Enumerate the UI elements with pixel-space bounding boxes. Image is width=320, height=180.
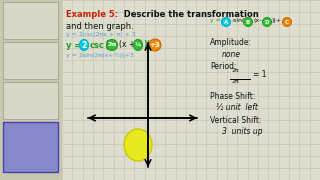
Bar xyxy=(62,0,320,180)
Bar xyxy=(3,122,58,172)
Text: Example 5:: Example 5: xyxy=(66,10,118,19)
Ellipse shape xyxy=(107,39,117,51)
Text: A: A xyxy=(224,19,228,24)
Bar xyxy=(3,2,58,39)
Text: Period:: Period: xyxy=(210,62,236,71)
Text: ¼: ¼ xyxy=(135,42,141,48)
Ellipse shape xyxy=(262,17,271,26)
Text: Vertical Shift:: Vertical Shift: xyxy=(210,116,261,125)
Text: Phase Shift:: Phase Shift: xyxy=(210,92,255,101)
Text: (: ( xyxy=(104,40,108,50)
Text: (x +: (x + xyxy=(119,40,135,50)
Text: (x–: (x– xyxy=(253,18,262,23)
Text: ))+: ))+ xyxy=(272,18,282,23)
Text: 2π: 2π xyxy=(232,79,240,84)
Ellipse shape xyxy=(283,17,292,26)
Text: Describe the transformation: Describe the transformation xyxy=(118,10,259,19)
Ellipse shape xyxy=(133,39,142,51)
Text: y = 2sin(2π(x+½))+3: y = 2sin(2π(x+½))+3 xyxy=(66,53,134,58)
Text: and then graph.: and then graph. xyxy=(66,22,134,31)
Ellipse shape xyxy=(79,39,89,51)
Text: none: none xyxy=(222,50,241,59)
Text: 2π: 2π xyxy=(107,42,117,48)
Text: y = 2csc(2πx + π) + 3: y = 2csc(2πx + π) + 3 xyxy=(66,32,136,37)
Ellipse shape xyxy=(149,39,161,51)
Bar xyxy=(3,82,58,119)
Bar xyxy=(0,0,62,180)
Text: 3  units up: 3 units up xyxy=(222,127,263,136)
Text: ·sin(: ·sin( xyxy=(231,18,244,23)
Text: C: C xyxy=(285,19,289,24)
Text: )): )) xyxy=(143,40,151,50)
Text: Amplitude:: Amplitude: xyxy=(210,38,252,47)
Ellipse shape xyxy=(244,17,252,26)
Ellipse shape xyxy=(221,17,230,26)
Text: = 1: = 1 xyxy=(253,70,267,79)
Text: y =: y = xyxy=(66,40,81,50)
Bar xyxy=(3,42,58,79)
Bar xyxy=(3,122,58,172)
Ellipse shape xyxy=(124,129,152,161)
Text: 2: 2 xyxy=(81,40,87,50)
Text: B: B xyxy=(246,19,250,24)
Text: D: D xyxy=(265,19,269,24)
Text: 2π: 2π xyxy=(232,68,240,73)
Text: ½ unit  left: ½ unit left xyxy=(216,103,258,112)
Text: y =: y = xyxy=(210,18,221,23)
Text: +3: +3 xyxy=(150,42,160,48)
Text: csc: csc xyxy=(90,40,105,50)
